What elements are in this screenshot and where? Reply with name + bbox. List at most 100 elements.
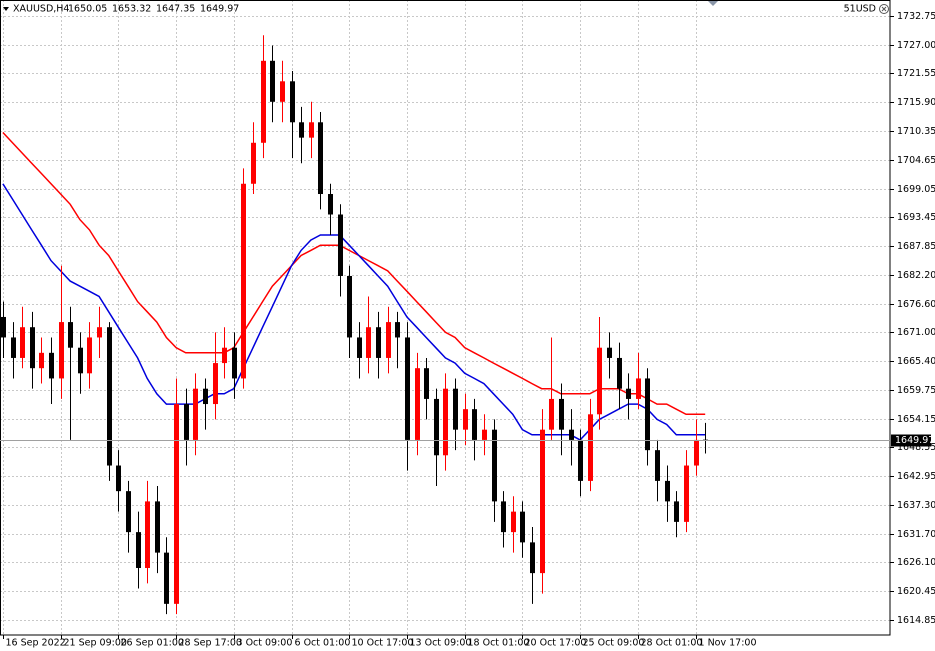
candle-body bbox=[270, 60, 275, 102]
x-tick-label: 3 Oct 09:00 bbox=[237, 638, 293, 649]
candle-body bbox=[415, 368, 420, 440]
candle-body bbox=[280, 81, 285, 102]
shift-marker bbox=[708, 1, 718, 6]
candle-body bbox=[530, 542, 535, 574]
candle-body bbox=[492, 429, 497, 502]
candle-body bbox=[68, 322, 73, 348]
y-tick-label: 1710.35 bbox=[897, 126, 935, 137]
candle-body bbox=[347, 275, 352, 338]
plot-border bbox=[0, 0, 891, 636]
candle-body bbox=[136, 532, 141, 568]
y-tick-label: 1727.00 bbox=[897, 40, 935, 51]
x-tick-label: 28 Sep 17:00 bbox=[179, 638, 242, 649]
candle-body bbox=[559, 398, 564, 430]
x-tick-label: 26 Sep 01:00 bbox=[121, 638, 184, 649]
candle-body bbox=[482, 429, 487, 440]
y-tick-label: 1704.65 bbox=[897, 155, 935, 166]
high-value: 1653.32 bbox=[112, 4, 151, 15]
candle-body bbox=[107, 327, 112, 466]
x-tick-label: 28 Oct 01:00 bbox=[641, 638, 703, 649]
candle-body bbox=[49, 352, 54, 379]
candle-body bbox=[59, 322, 64, 379]
candle-body bbox=[443, 388, 448, 456]
y-tick-label: 1732.75 bbox=[897, 11, 935, 22]
candle-body bbox=[549, 398, 554, 430]
candle-body bbox=[655, 450, 660, 481]
x-tick-label: 18 Oct 01:00 bbox=[468, 638, 530, 649]
candle-body bbox=[145, 501, 150, 568]
candle-body bbox=[290, 81, 295, 123]
candle-body bbox=[87, 337, 92, 374]
candle-body bbox=[116, 465, 121, 492]
candle-body bbox=[501, 501, 506, 533]
candle-body bbox=[338, 214, 343, 276]
candle-body bbox=[1, 316, 6, 338]
moving-average bbox=[2, 131, 706, 416]
candle-body bbox=[328, 194, 333, 215]
candle-body bbox=[626, 388, 631, 399]
candle-body bbox=[665, 480, 670, 502]
y-tick-label: 1721.55 bbox=[897, 68, 935, 79]
candle-body bbox=[395, 322, 400, 338]
x-tick-label: 21 Sep 09:00 bbox=[64, 638, 127, 649]
close-button[interactable] bbox=[879, 4, 889, 14]
candle-body bbox=[203, 388, 208, 405]
candle-body bbox=[463, 409, 468, 430]
candle-body bbox=[357, 337, 362, 358]
candle-body bbox=[366, 327, 371, 358]
candle-body bbox=[261, 60, 266, 143]
y-tick-label: 1676.60 bbox=[897, 299, 935, 310]
candle-body bbox=[11, 337, 16, 358]
candle-body bbox=[386, 322, 391, 358]
candle-body bbox=[126, 491, 131, 533]
candle-body bbox=[588, 414, 593, 481]
y-tick-label: 1620.45 bbox=[897, 586, 935, 597]
candle-body bbox=[309, 122, 314, 138]
candle-body bbox=[453, 388, 458, 430]
y-tick-label: 1631.70 bbox=[897, 529, 935, 540]
x-tick-label: 6 Oct 01:00 bbox=[295, 638, 351, 649]
open-value: 1650.05 bbox=[68, 4, 107, 15]
x-tick-label: 1 Nov 17:00 bbox=[699, 638, 757, 649]
candle-body bbox=[97, 327, 102, 338]
candle-body bbox=[241, 183, 246, 379]
candle-body bbox=[39, 352, 44, 369]
y-tick-label: 1626.10 bbox=[897, 557, 935, 568]
account: 51USD bbox=[844, 4, 876, 15]
y-tick-label: 1648.55 bbox=[897, 442, 935, 453]
candle-body bbox=[674, 501, 679, 522]
menu-arrow[interactable] bbox=[3, 7, 9, 11]
candle-body bbox=[684, 465, 689, 522]
candle-body bbox=[155, 501, 160, 553]
symbol: XAUUSD,H4 bbox=[13, 4, 69, 15]
candle-body bbox=[597, 347, 602, 415]
y-tick-label: 1614.85 bbox=[897, 615, 935, 626]
candle-body bbox=[569, 429, 574, 440]
close-value: 1649.97 bbox=[200, 4, 239, 15]
candle-body bbox=[299, 122, 304, 138]
y-tick-label: 1642.95 bbox=[897, 471, 935, 482]
candle-body bbox=[578, 439, 583, 481]
candle-body bbox=[424, 368, 429, 399]
x-tick-label: 16 Sep 2022 bbox=[6, 638, 66, 649]
candle-body bbox=[164, 552, 169, 604]
candle-body bbox=[232, 347, 237, 379]
y-tick-label: 1715.90 bbox=[897, 97, 935, 108]
y-tick-label: 1654.15 bbox=[897, 414, 935, 425]
price-label-box bbox=[891, 434, 931, 447]
y-tick-label: 1682.20 bbox=[897, 270, 935, 281]
candle-body bbox=[511, 511, 516, 533]
candle-body bbox=[20, 327, 25, 358]
candle-body bbox=[617, 357, 622, 389]
y-tick-label: 1693.45 bbox=[897, 212, 935, 223]
candle-body bbox=[184, 404, 189, 440]
candle-body bbox=[222, 347, 227, 364]
x-tick-label: 13 Oct 09:00 bbox=[410, 638, 472, 649]
x-tick-label: 25 Oct 09:00 bbox=[583, 638, 645, 649]
candle-body bbox=[174, 404, 179, 604]
candle-body bbox=[30, 327, 35, 369]
candle-body bbox=[251, 142, 256, 184]
x-tick-label: 20 Oct 17:00 bbox=[525, 638, 587, 649]
